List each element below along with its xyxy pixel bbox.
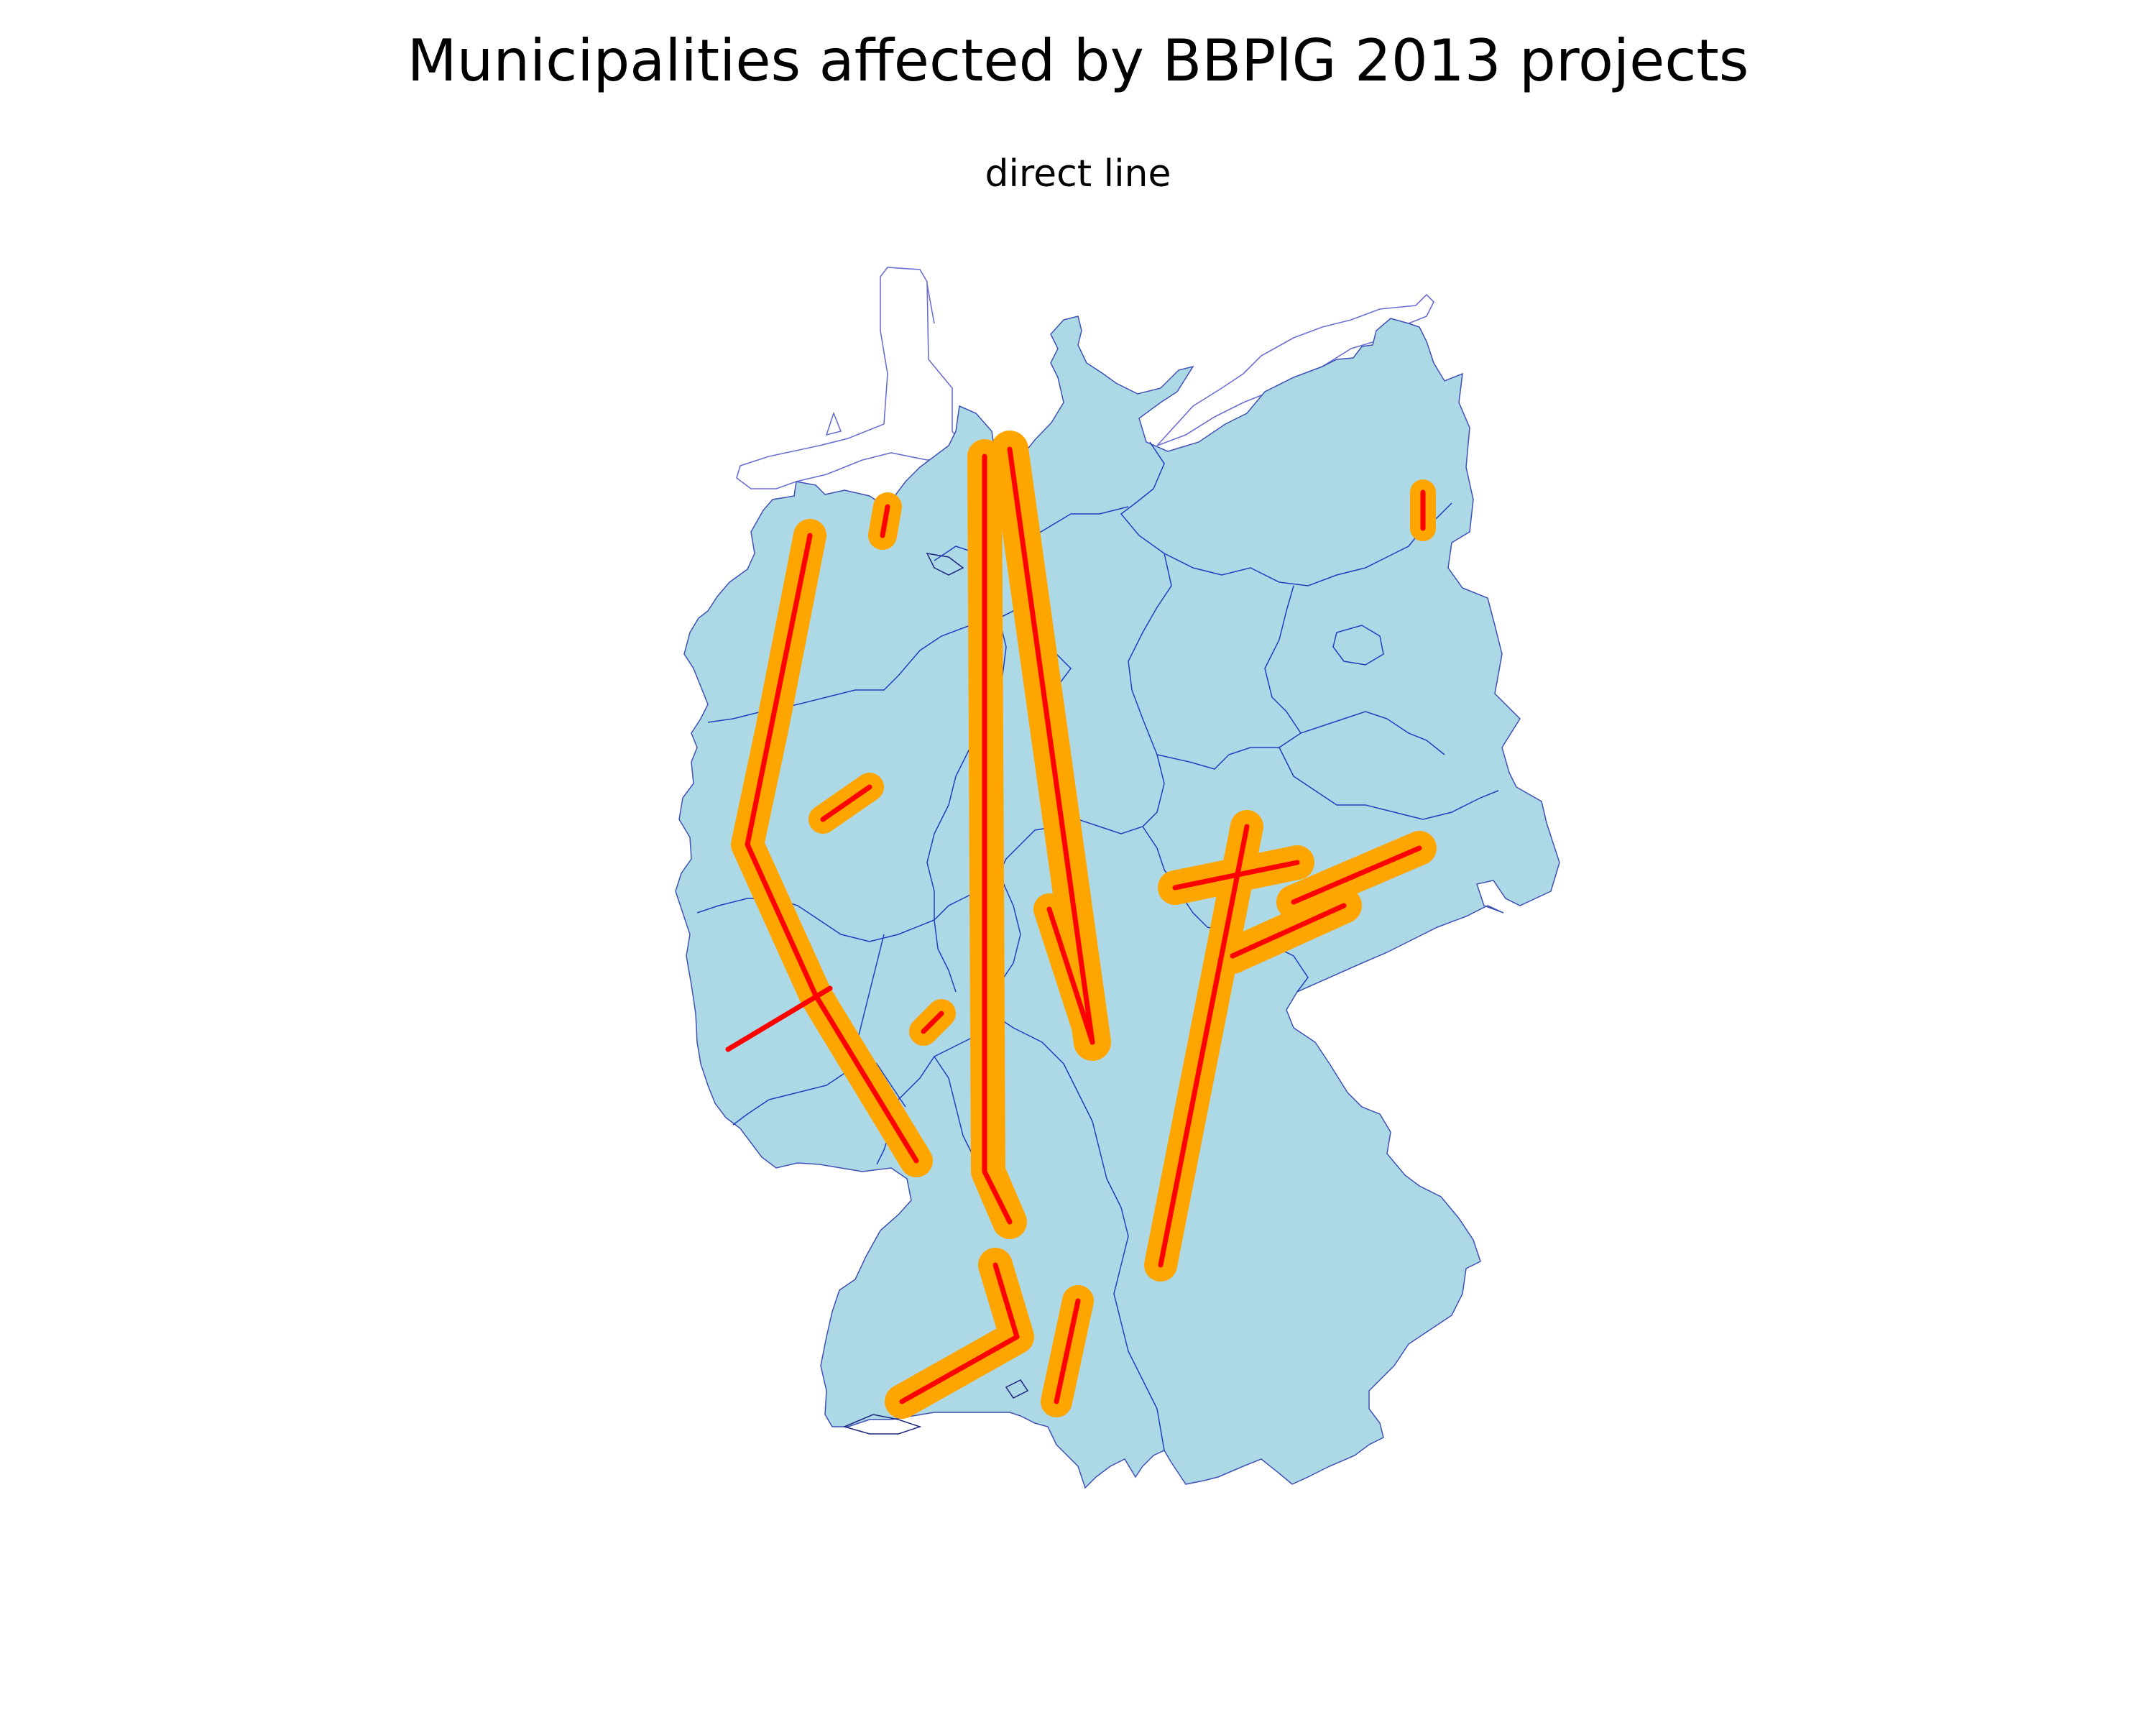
line-north-west-small	[880, 504, 890, 538]
line-saxony-south	[1230, 903, 1347, 959]
line-thuringia	[1172, 860, 1300, 891]
line-c-west	[982, 454, 1013, 1225]
line-saxony-north	[1291, 845, 1422, 905]
line-d-suedostlink	[1158, 824, 1250, 1268]
map-title: Municipalities affected by BBPlG 2013 pr…	[407, 27, 1749, 94]
line-c-spur	[1046, 906, 1095, 1045]
state-borders	[696, 441, 1499, 1451]
direct-lines	[725, 446, 1426, 1404]
map-subtitle: direct line	[985, 152, 1171, 196]
line-a-branch	[725, 985, 833, 1052]
line-frankfurt-small	[921, 1011, 944, 1034]
line-hesse-small	[820, 784, 872, 822]
line-c-east	[1007, 446, 1095, 1045]
line-bw-east	[1054, 1298, 1081, 1404]
germany-land	[675, 316, 1560, 1489]
line-a-emden-philippsburg	[745, 533, 919, 1164]
line-bw-south	[899, 1262, 1020, 1404]
